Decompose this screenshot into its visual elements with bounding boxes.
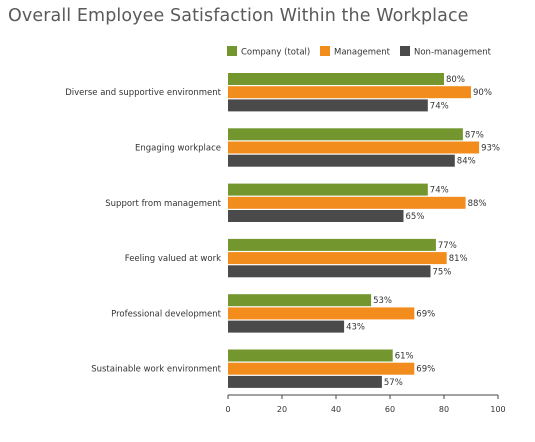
x-tick-label-20: 20 [277, 405, 287, 414]
value-label-professional-development-company-total: 53% [373, 296, 392, 306]
bar-sustainable-work-environment-management [228, 362, 415, 375]
bar-feeling-valued-at-work-company-total [228, 238, 436, 251]
value-label-diverse-and-supportive-environment-company-total: 80% [446, 75, 465, 85]
bar-support-from-management-company-total [228, 183, 428, 196]
bar-feeling-valued-at-work-non-management [228, 265, 431, 278]
bar-engaging-workplace-non-management [228, 154, 455, 167]
legend-swatch-company-total [227, 46, 237, 56]
legend-swatch-non-management [400, 46, 410, 56]
chart-title: Overall Employee Satisfaction Within the… [8, 6, 469, 26]
value-label-support-from-management-non-management: 65% [406, 212, 425, 222]
value-label-professional-development-non-management: 43% [346, 323, 365, 333]
value-label-sustainable-work-environment-company-total: 61% [395, 352, 414, 362]
value-label-engaging-workplace-management: 93% [481, 144, 500, 154]
value-label-engaging-workplace-company-total: 87% [465, 130, 484, 140]
category-label-engaging-workplace: Engaging workplace [135, 144, 221, 154]
bar-diverse-and-supportive-environment-management [228, 86, 471, 99]
value-label-support-from-management-company-total: 74% [430, 186, 449, 196]
value-label-engaging-workplace-non-management: 84% [457, 157, 476, 167]
legend-label-non-management: Non-management [414, 48, 492, 58]
x-tick-label-40: 40 [331, 405, 341, 414]
category-labels: Diverse and supportive environment Engagi… [65, 88, 221, 375]
legend-label-management: Management [334, 48, 391, 58]
value-label-sustainable-work-environment-management: 69% [416, 365, 435, 375]
bar-diverse-and-supportive-environment-company-total [228, 73, 444, 85]
bar-diverse-and-supportive-environment-non-management [228, 99, 428, 112]
x-tick-label-0: 0 [225, 405, 230, 414]
bar-professional-development-company-total [228, 294, 372, 307]
value-label-diverse-and-supportive-environment-management: 90% [473, 88, 492, 98]
value-label-professional-development-management: 69% [416, 309, 435, 319]
bars-group: 80% 90% 74% 87% 93% 84% 74% 88% 65% 77% 81% 75% 53% 6… [228, 73, 500, 388]
value-label-diverse-and-supportive-environment-non-management: 74% [430, 101, 449, 111]
legend: Company (total) Management Non-management [227, 46, 492, 58]
x-axis: 0 20 40 60 80 100 [225, 394, 506, 414]
category-label-professional-development: Professional development [111, 309, 222, 319]
category-label-diverse-and-supportive-environment: Diverse and supportive environment [65, 88, 221, 98]
legend-label-company-total: Company (total) [241, 48, 310, 58]
category-label-sustainable-work-environment: Sustainable work environment [91, 365, 221, 375]
bar-feeling-valued-at-work-management [228, 252, 447, 265]
bar-engaging-workplace-management [228, 141, 480, 154]
value-label-sustainable-work-environment-non-management: 57% [384, 378, 403, 388]
category-label-feeling-valued-at-work: Feeling valued at work [125, 254, 221, 264]
x-tick-label-100: 100 [490, 405, 505, 414]
value-label-feeling-valued-at-work-management: 81% [449, 254, 468, 264]
bar-professional-development-management [228, 307, 415, 320]
value-label-feeling-valued-at-work-non-management: 75% [433, 267, 452, 277]
x-tick-label-80: 80 [439, 405, 449, 414]
bar-sustainable-work-environment-company-total [228, 349, 393, 362]
category-label-support-from-management: Support from management [105, 199, 221, 209]
bar-support-from-management-non-management [228, 210, 404, 222]
value-label-feeling-valued-at-work-company-total: 77% [438, 241, 457, 251]
x-tick-label-60: 60 [385, 405, 395, 414]
bar-support-from-management-management [228, 196, 466, 209]
bar-sustainable-work-environment-non-management [228, 375, 382, 388]
legend-swatch-management [320, 46, 330, 56]
value-label-support-from-management-management: 88% [468, 199, 487, 209]
bar-engaging-workplace-company-total [228, 128, 463, 141]
bar-professional-development-non-management [228, 320, 345, 333]
